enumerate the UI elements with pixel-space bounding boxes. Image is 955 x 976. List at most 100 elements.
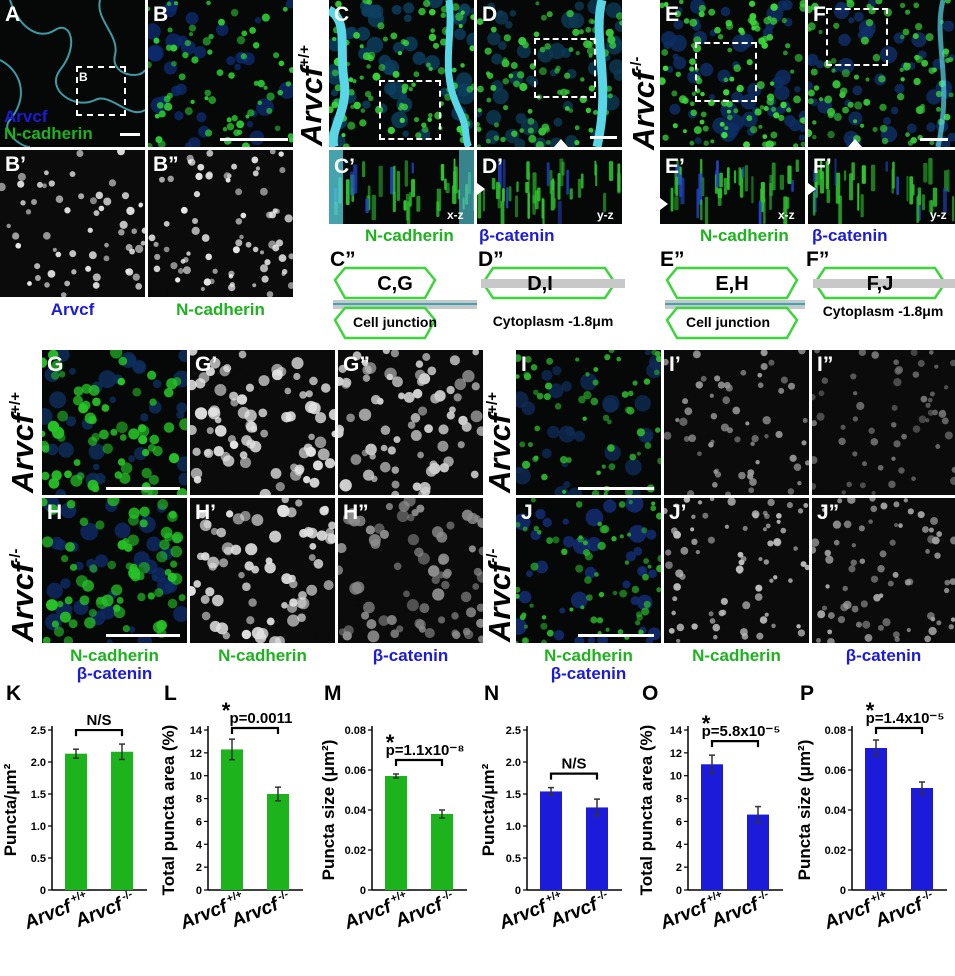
arrowhead-e1 <box>660 198 668 210</box>
panel-label-p: P <box>800 682 814 705</box>
inset-box-f <box>826 8 888 66</box>
panel-g-puncta <box>42 350 187 495</box>
panel-label-b: B <box>153 3 169 26</box>
scalebar-h <box>106 634 180 637</box>
caption-e1-ncad: N-cadherin <box>700 226 789 245</box>
panel-label-c2: C” <box>330 248 356 271</box>
panel-h-puncta <box>42 498 187 643</box>
micrograph-e: E <box>660 0 805 147</box>
schematic-f2-box-label: F,J <box>866 273 894 295</box>
significance-bracket <box>394 758 444 766</box>
panel-d-membrane <box>592 0 608 147</box>
panel-label-i2: I” <box>817 353 834 376</box>
panel-label-g2: G” <box>343 353 370 376</box>
caption-j-ncad: N-cadherin <box>544 646 633 665</box>
y-tick-label: 0.04 <box>345 805 367 817</box>
panel-i1-puncta <box>664 350 809 495</box>
caption-h-bcat: β-catenin <box>76 664 153 683</box>
y-tick-label: 0.02 <box>345 845 366 857</box>
schematic-c2-junction-label: Cell junction <box>353 314 437 330</box>
arrowhead-f1 <box>808 183 816 195</box>
inset-box-d <box>534 38 596 98</box>
panel-label-b2: B” <box>153 153 179 176</box>
panel-h1-puncta <box>190 498 335 643</box>
y-tick-label: 14 <box>190 725 203 737</box>
panel-j1-puncta <box>664 498 809 643</box>
caption-b2-ncad: N-cadherin <box>176 300 265 319</box>
y-tick-label: 2.5 <box>31 725 46 737</box>
schematic-e2-junction-label: Cell junction <box>686 314 770 330</box>
y-tick-label: 8 <box>676 794 682 806</box>
schematic-f2-cytoplasm-label: Cytoplasm -1.8μm <box>822 303 944 319</box>
micrograph-j2: J” <box>812 498 955 643</box>
panel-label-f1: F’ <box>813 155 832 178</box>
schematic-d2-plane <box>481 279 625 288</box>
y-tick-label: 0.5 <box>506 853 521 865</box>
axis-label-f1: y-z <box>930 208 947 222</box>
panel-label-g: G <box>47 353 64 376</box>
micrograph-h2: H” <box>338 498 483 643</box>
schematic-e2-upper-cell <box>665 266 799 300</box>
scalebar-f <box>920 138 948 141</box>
panel-label-f2: F” <box>806 248 830 271</box>
micrograph-b1: B’ <box>0 150 145 297</box>
significance-bracket <box>230 726 280 734</box>
micrograph-c: C <box>329 0 474 147</box>
panel-label-d: D <box>482 3 498 26</box>
panel-label-j1: J’ <box>669 501 687 524</box>
y-tick-label: 12 <box>190 748 202 760</box>
micrograph-d1: D’ y-z <box>477 150 622 224</box>
panel-label-b1: B’ <box>5 153 26 176</box>
y-tick-label: 1.5 <box>31 789 46 801</box>
panel-j2-puncta <box>812 498 955 643</box>
panel-e-puncta <box>660 0 805 147</box>
axis-label-e1: x-z <box>778 208 795 222</box>
panel-label-h1: H’ <box>195 501 216 524</box>
y-tick-label: 0.02 <box>825 845 846 857</box>
panel-label-c: C <box>334 3 350 26</box>
panel-e1-xz <box>670 158 799 224</box>
caption-c1-ncad: N-cadherin <box>365 226 454 245</box>
scalebar-g <box>106 487 180 490</box>
micrograph-i: I <box>516 350 661 495</box>
panel-label-d1: D’ <box>482 155 503 178</box>
panel-d-puncta <box>477 0 622 147</box>
micrograph-b: B <box>148 0 293 147</box>
genotype-label-i: Arvcf+/+ <box>482 392 517 493</box>
schematic-c2-upper-cell <box>333 266 437 300</box>
caption-h2-bcat: β-catenin <box>372 646 449 665</box>
legend-ncad: N-cadherin <box>4 124 93 143</box>
scalebar-a <box>120 133 140 136</box>
panel-label-k: K <box>6 682 21 705</box>
bar-ko <box>586 807 608 890</box>
schematic-c2-lower-cell <box>333 306 437 340</box>
y-tick-label: 4 <box>676 839 683 851</box>
y-tick-label: 0.04 <box>825 805 847 817</box>
y-tick-label: 6 <box>676 816 682 828</box>
micrograph-e1: E’ x-z <box>660 150 805 224</box>
arrowhead-d1 <box>477 183 485 195</box>
legend-arvcf: Arvcf <box>4 107 48 126</box>
y-tick-label: 0.5 <box>31 853 46 865</box>
significance-label: p=5.8x10⁻⁵ <box>702 723 781 740</box>
arrowhead-d <box>554 139 568 147</box>
panel-b1-puncta <box>0 150 145 297</box>
schematics <box>333 266 955 340</box>
panel-label-i1: I’ <box>669 353 681 376</box>
micrograph-g2: G” <box>338 350 483 495</box>
y-tick-label: 2 <box>676 862 682 874</box>
y-tick-label: 0 <box>360 885 366 897</box>
micrograph-f1: F’ y-z <box>808 150 955 224</box>
micrograph-c1: C’ x-z <box>329 150 474 224</box>
panel-h2-puncta <box>338 498 483 643</box>
y-tick-label: 0 <box>40 885 46 897</box>
panel-label-e: E <box>665 3 680 26</box>
y-axis-label: Puncta/μm² <box>479 763 498 856</box>
schematic-e2-box-label: E,H <box>715 273 749 295</box>
inset-box-c <box>379 80 441 140</box>
significance-bracket <box>549 772 599 780</box>
y-tick-label: 2 <box>196 862 202 874</box>
panel-b-puncta <box>148 0 293 147</box>
